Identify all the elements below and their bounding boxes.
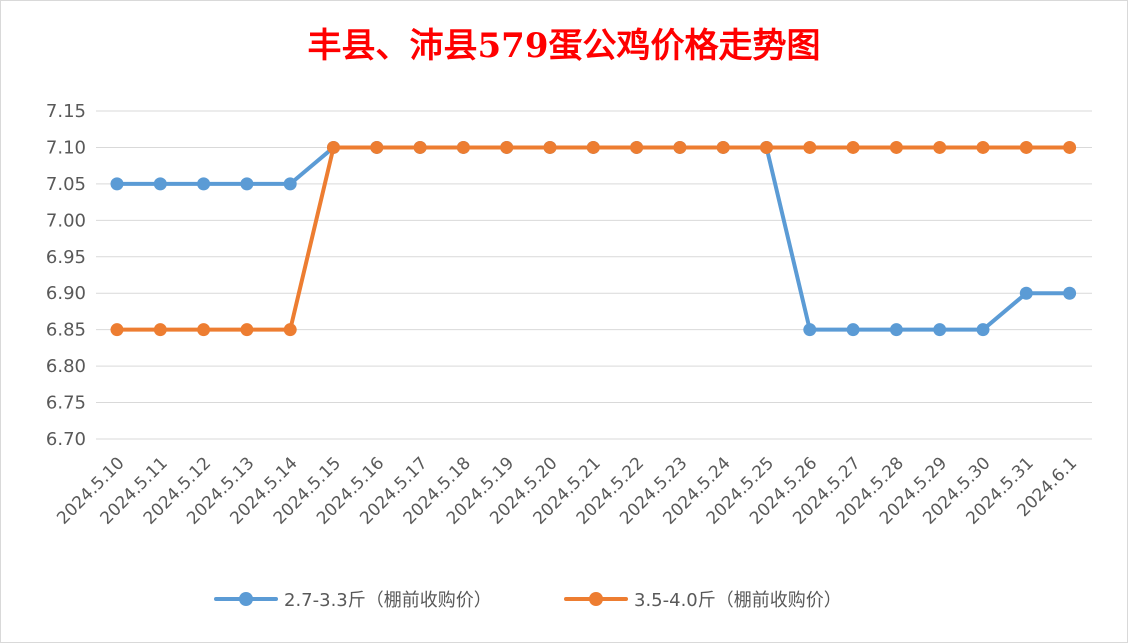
- data-point: [153, 323, 167, 337]
- data-point: [283, 177, 297, 191]
- data-point: [370, 140, 384, 154]
- y-tick-label: 7.15: [46, 101, 86, 122]
- x-axis-ticks: 2024.5.102024.5.112024.5.122024.5.132024…: [53, 453, 1081, 528]
- data-point: [1063, 140, 1077, 154]
- y-tick-label: 6.80: [46, 356, 86, 377]
- data-point: [846, 140, 860, 154]
- chart-title: 丰县、沛县579蛋公鸡价格走势图: [307, 26, 821, 66]
- legend-swatch-marker: [239, 592, 253, 606]
- legend-label: 3.5-4.0斤（棚前收购价）: [634, 590, 842, 611]
- series-line: [115, 145, 1072, 332]
- data-point: [889, 140, 903, 154]
- data-point: [933, 323, 947, 337]
- y-tick-label: 6.85: [46, 320, 86, 341]
- data-point: [153, 177, 167, 191]
- data-point: [197, 177, 211, 191]
- series-1: [110, 140, 1077, 337]
- legend-label: 2.7-3.3斤（棚前收购价）: [284, 590, 492, 611]
- series-line: [115, 145, 1072, 332]
- data-point: [716, 140, 730, 154]
- data-point: [673, 140, 687, 154]
- data-point: [327, 140, 340, 154]
- data-point: [976, 140, 990, 154]
- legend-item-2: 3.5-4.0斤（棚前收购价）: [564, 590, 842, 611]
- y-tick-label: 7.05: [46, 174, 86, 195]
- series-lines: [110, 140, 1077, 337]
- data-point: [1019, 286, 1033, 300]
- y-tick-label: 6.90: [46, 283, 86, 304]
- data-point: [976, 323, 990, 337]
- data-point: [456, 140, 470, 154]
- y-tick-label: 6.95: [46, 247, 86, 268]
- y-tick-label: 6.75: [46, 393, 86, 414]
- legend-item-1: 2.7-3.3斤（棚前收购价）: [214, 590, 492, 611]
- data-point: [586, 140, 600, 154]
- y-tick-label: 7.10: [46, 137, 86, 158]
- data-point: [240, 177, 254, 191]
- data-point: [846, 323, 860, 337]
- y-tick-label: 6.70: [46, 429, 86, 450]
- data-point: [1063, 286, 1077, 300]
- data-point: [240, 323, 254, 337]
- data-point: [760, 140, 773, 154]
- data-point: [803, 323, 817, 337]
- legend: 2.7-3.3斤（棚前收购价） 3.5-4.0斤（棚前收购价）: [214, 590, 842, 611]
- data-point: [110, 323, 124, 337]
- y-tick-label: 7.00: [46, 210, 86, 231]
- data-point: [630, 140, 644, 154]
- data-point: [283, 323, 297, 337]
- gridlines: [96, 110, 1092, 440]
- data-point: [110, 177, 124, 191]
- data-point: [197, 323, 211, 337]
- y-axis-ticks: 6.70 6.75 6.80 6.85 6.90 6.95 7.00 7.05 7.10 7.15: [46, 101, 86, 450]
- series-2: [110, 140, 1077, 337]
- legend-swatch-marker: [589, 592, 603, 606]
- data-point: [803, 140, 817, 154]
- data-point: [889, 323, 903, 337]
- data-point: [500, 140, 514, 154]
- data-point: [1019, 140, 1033, 154]
- data-point: [413, 140, 427, 154]
- data-point: [543, 140, 557, 154]
- data-point: [933, 140, 947, 154]
